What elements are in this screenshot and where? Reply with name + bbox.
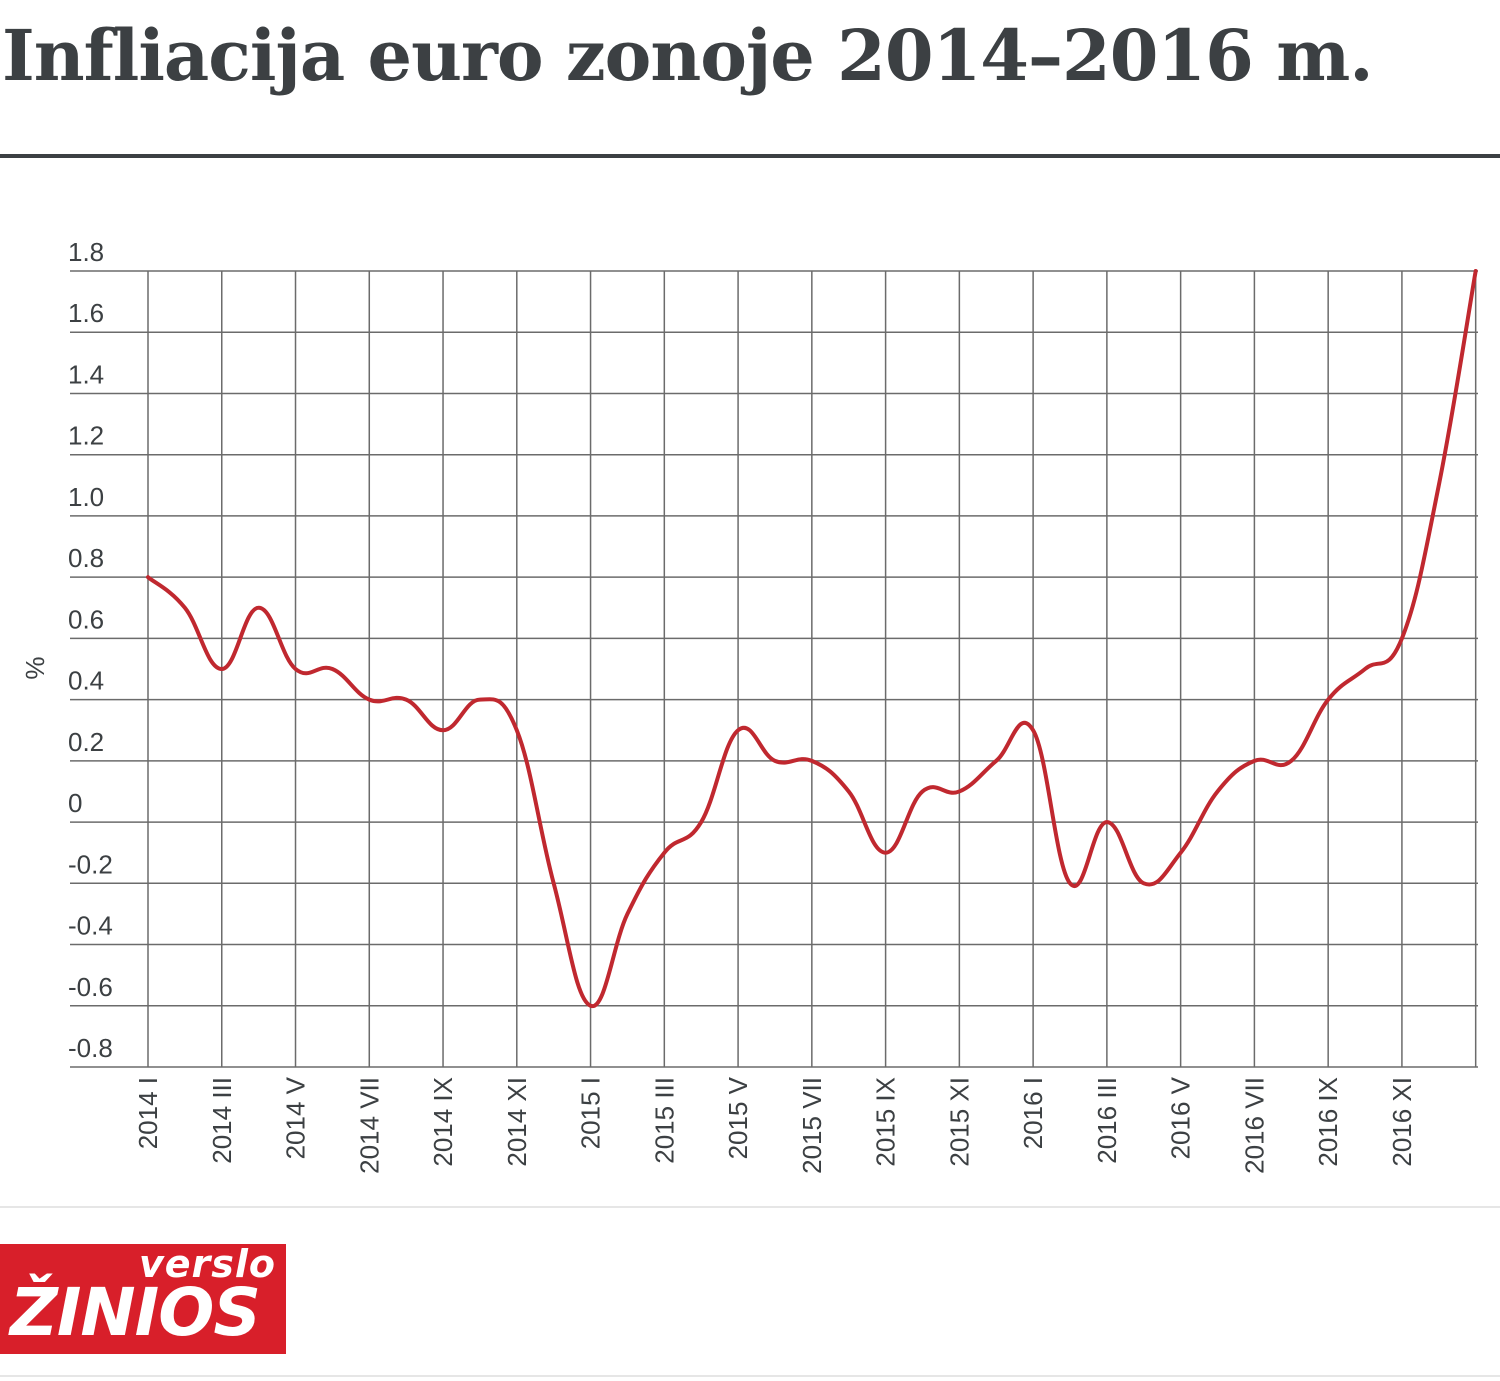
y-tick-label: 0.6 <box>68 604 104 634</box>
inflation-line-chart: 1.8 1.6 1.4 1.2 1.0 0.8 0.6 0.4 0.2 0 -0.2 -0.4 -0.6… <box>20 237 1478 1174</box>
y-tick-label: 1.0 <box>68 482 104 512</box>
y-tick-label: -0.8 <box>68 1033 113 1063</box>
x-tick-label: 2016 V <box>1166 1076 1196 1159</box>
x-tick-label: 2014 I <box>133 1077 163 1149</box>
y-tick-label: 1.2 <box>68 421 104 451</box>
x-tick-label: 2014 XI <box>502 1077 532 1167</box>
y-tick-label: 1.8 <box>68 237 104 267</box>
y-tick-label: 0 <box>68 788 82 818</box>
x-axis-ticks: 2014 I 2014 III 2014 V 2014 VII 2014 IX 2014 … <box>133 1076 1417 1174</box>
logo-line-2: ŽINIOS <box>10 1274 261 1351</box>
page-title: Infliacija euro zonoje 2014–2016 m. <box>2 14 1374 97</box>
x-tick-label: 2015 V <box>723 1076 753 1159</box>
verslo-zinios-logo: verslo ŽINIOS <box>0 1242 286 1354</box>
y-tick-label: -0.2 <box>68 849 113 879</box>
y-tick-label: 1.6 <box>68 298 104 328</box>
y-tick-label: -0.6 <box>68 972 113 1002</box>
y-axis-label: % <box>20 656 50 679</box>
x-tick-label: 2015 VII <box>797 1077 827 1174</box>
x-tick-label: 2016 III <box>1092 1077 1122 1164</box>
x-tick-label: 2015 IX <box>871 1077 901 1167</box>
footer-divider <box>0 1206 1500 1208</box>
x-tick-label: 2016 XI <box>1387 1077 1417 1167</box>
y-tick-label: 0.2 <box>68 727 104 757</box>
y-tick-label: 1.4 <box>68 359 104 389</box>
x-tick-label: 2014 VII <box>354 1077 384 1174</box>
title-divider <box>0 154 1500 158</box>
x-tick-label: 2016 IX <box>1313 1077 1343 1167</box>
chart-grid <box>70 270 1478 1068</box>
x-tick-label: 2016 I <box>1018 1077 1048 1149</box>
x-tick-label: 2015 I <box>576 1077 606 1149</box>
x-tick-label: 2014 III <box>207 1077 237 1164</box>
y-tick-label: 0.8 <box>68 543 104 573</box>
x-tick-label: 2015 XI <box>944 1077 974 1167</box>
inflation-series-line <box>146 269 1478 1008</box>
x-tick-label: 2015 III <box>649 1077 679 1164</box>
footer-bottom-divider <box>0 1375 1500 1377</box>
logo-line-1: verslo <box>138 1242 276 1286</box>
y-tick-label: 0.4 <box>68 666 104 696</box>
y-axis-ticks: 1.8 1.6 1.4 1.2 1.0 0.8 0.6 0.4 0.2 0 -0.2 -0.4 -0.6… <box>68 237 113 1063</box>
x-tick-label: 2014 V <box>281 1076 311 1159</box>
y-tick-label: -0.4 <box>68 911 113 941</box>
x-tick-label: 2014 IX <box>428 1077 458 1167</box>
x-tick-label: 2016 VII <box>1239 1077 1269 1174</box>
